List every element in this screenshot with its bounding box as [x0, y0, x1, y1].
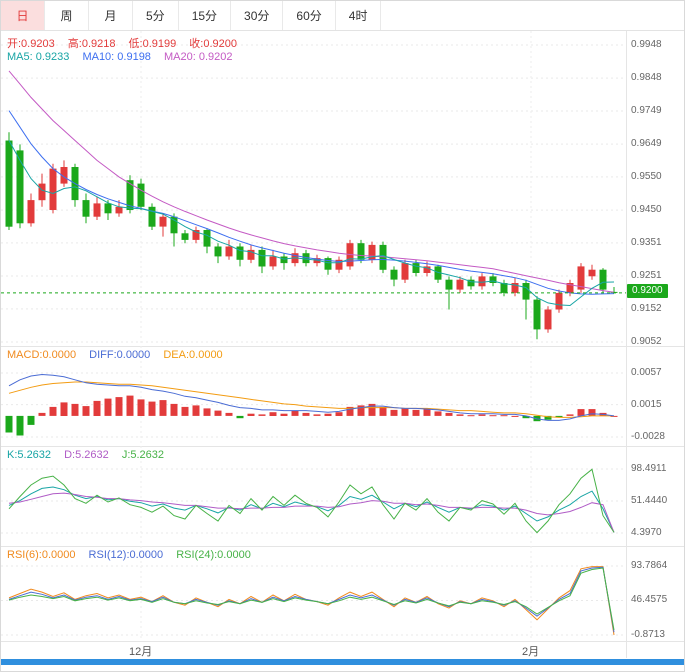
tab-week[interactable]: 周	[45, 1, 89, 30]
ytick: 0.9848	[631, 72, 662, 83]
ytick: 0.9351	[631, 237, 662, 248]
kdj-legend: K:5.2632 D:5.2632 J:5.2632	[7, 449, 174, 461]
ytick: 0.0015	[631, 399, 662, 410]
tab-30min[interactable]: 30分	[231, 1, 284, 30]
ytick: 0.9450	[631, 204, 662, 215]
k-value: K:5.2632	[7, 449, 52, 461]
price-chart[interactable]	[1, 31, 626, 346]
j-value: J:5.2632	[121, 449, 165, 461]
panel-divider	[1, 446, 684, 447]
ytick: 0.9152	[631, 303, 662, 314]
xtick-february: 2月	[522, 646, 540, 658]
panel-divider	[1, 641, 684, 642]
ytick: 93.7864	[631, 560, 668, 571]
close-value: 收:0.9200	[189, 38, 237, 50]
panel-divider	[1, 546, 684, 547]
ohlc-legend: 开:0.9203 高:0.9218 低:0.9199 收:0.9200	[7, 35, 247, 51]
ytick: 0.9948	[631, 39, 662, 50]
ytick: 0.9649	[631, 138, 662, 149]
rsi12-value: RSI(12):0.0000	[88, 549, 164, 561]
macd-legend: MACD:0.0000 DIFF:0.0000 DEA:0.0000	[7, 349, 233, 361]
low-value: 低:0.9199	[128, 38, 177, 50]
ma20-value: MA20: 0.9202	[164, 51, 233, 63]
tab-5min[interactable]: 5分	[133, 1, 179, 30]
tab-15min[interactable]: 15分	[178, 1, 232, 30]
high-value: 高:0.9218	[67, 38, 116, 50]
ytick: 98.4911	[631, 463, 667, 474]
ytick: -0.8713	[631, 629, 665, 640]
chart-scrollbar[interactable]	[1, 659, 684, 665]
ytick: 51.4440	[631, 495, 668, 506]
rsi-legend: RSI(6):0.0000 RSI(12):0.0000 RSI(24):0.0…	[7, 549, 261, 561]
ytick: 0.9550	[631, 171, 662, 182]
last-price-tag: 0.9200	[627, 284, 668, 298]
tab-60min[interactable]: 60分	[283, 1, 336, 30]
ytick: -0.0028	[631, 431, 665, 442]
ma10-value: MA10: 0.9198	[82, 51, 151, 63]
rsi-chart[interactable]	[1, 546, 626, 641]
d-value: D:5.2632	[64, 449, 109, 461]
ytick: 0.9052	[631, 336, 662, 347]
axis-divider	[626, 31, 627, 658]
dea-value: DEA:0.0000	[163, 349, 223, 361]
ma5-value: MA5: 0.9233	[7, 51, 70, 63]
xtick-december: 12月	[129, 646, 153, 658]
ma-legend: MA5: 0.9233 MA10: 0.9198 MA20: 0.9202	[7, 51, 243, 63]
ytick: 0.9749	[631, 105, 662, 116]
ytick: 46.4575	[631, 594, 668, 605]
macd-value: MACD:0.0000	[7, 349, 77, 361]
panel-divider	[1, 346, 684, 347]
ytick: 0.9251	[631, 270, 662, 281]
kdj-chart[interactable]	[1, 446, 626, 546]
rsi24-value: RSI(24):0.0000	[176, 549, 251, 561]
tab-day[interactable]: 日	[1, 1, 45, 30]
diff-value: DIFF:0.0000	[89, 349, 151, 361]
period-toolbar: 日 周 月 5分 15分 30分 60分 4时	[1, 1, 684, 31]
open-value: 开:0.9203	[7, 38, 55, 50]
tab-month[interactable]: 月	[89, 1, 133, 30]
macd-chart[interactable]	[1, 346, 626, 446]
tab-4hour[interactable]: 4时	[335, 1, 382, 30]
rsi6-value: RSI(6):0.0000	[7, 549, 76, 561]
ytick: 4.3970	[631, 527, 662, 538]
ytick: 0.0057	[631, 367, 662, 378]
